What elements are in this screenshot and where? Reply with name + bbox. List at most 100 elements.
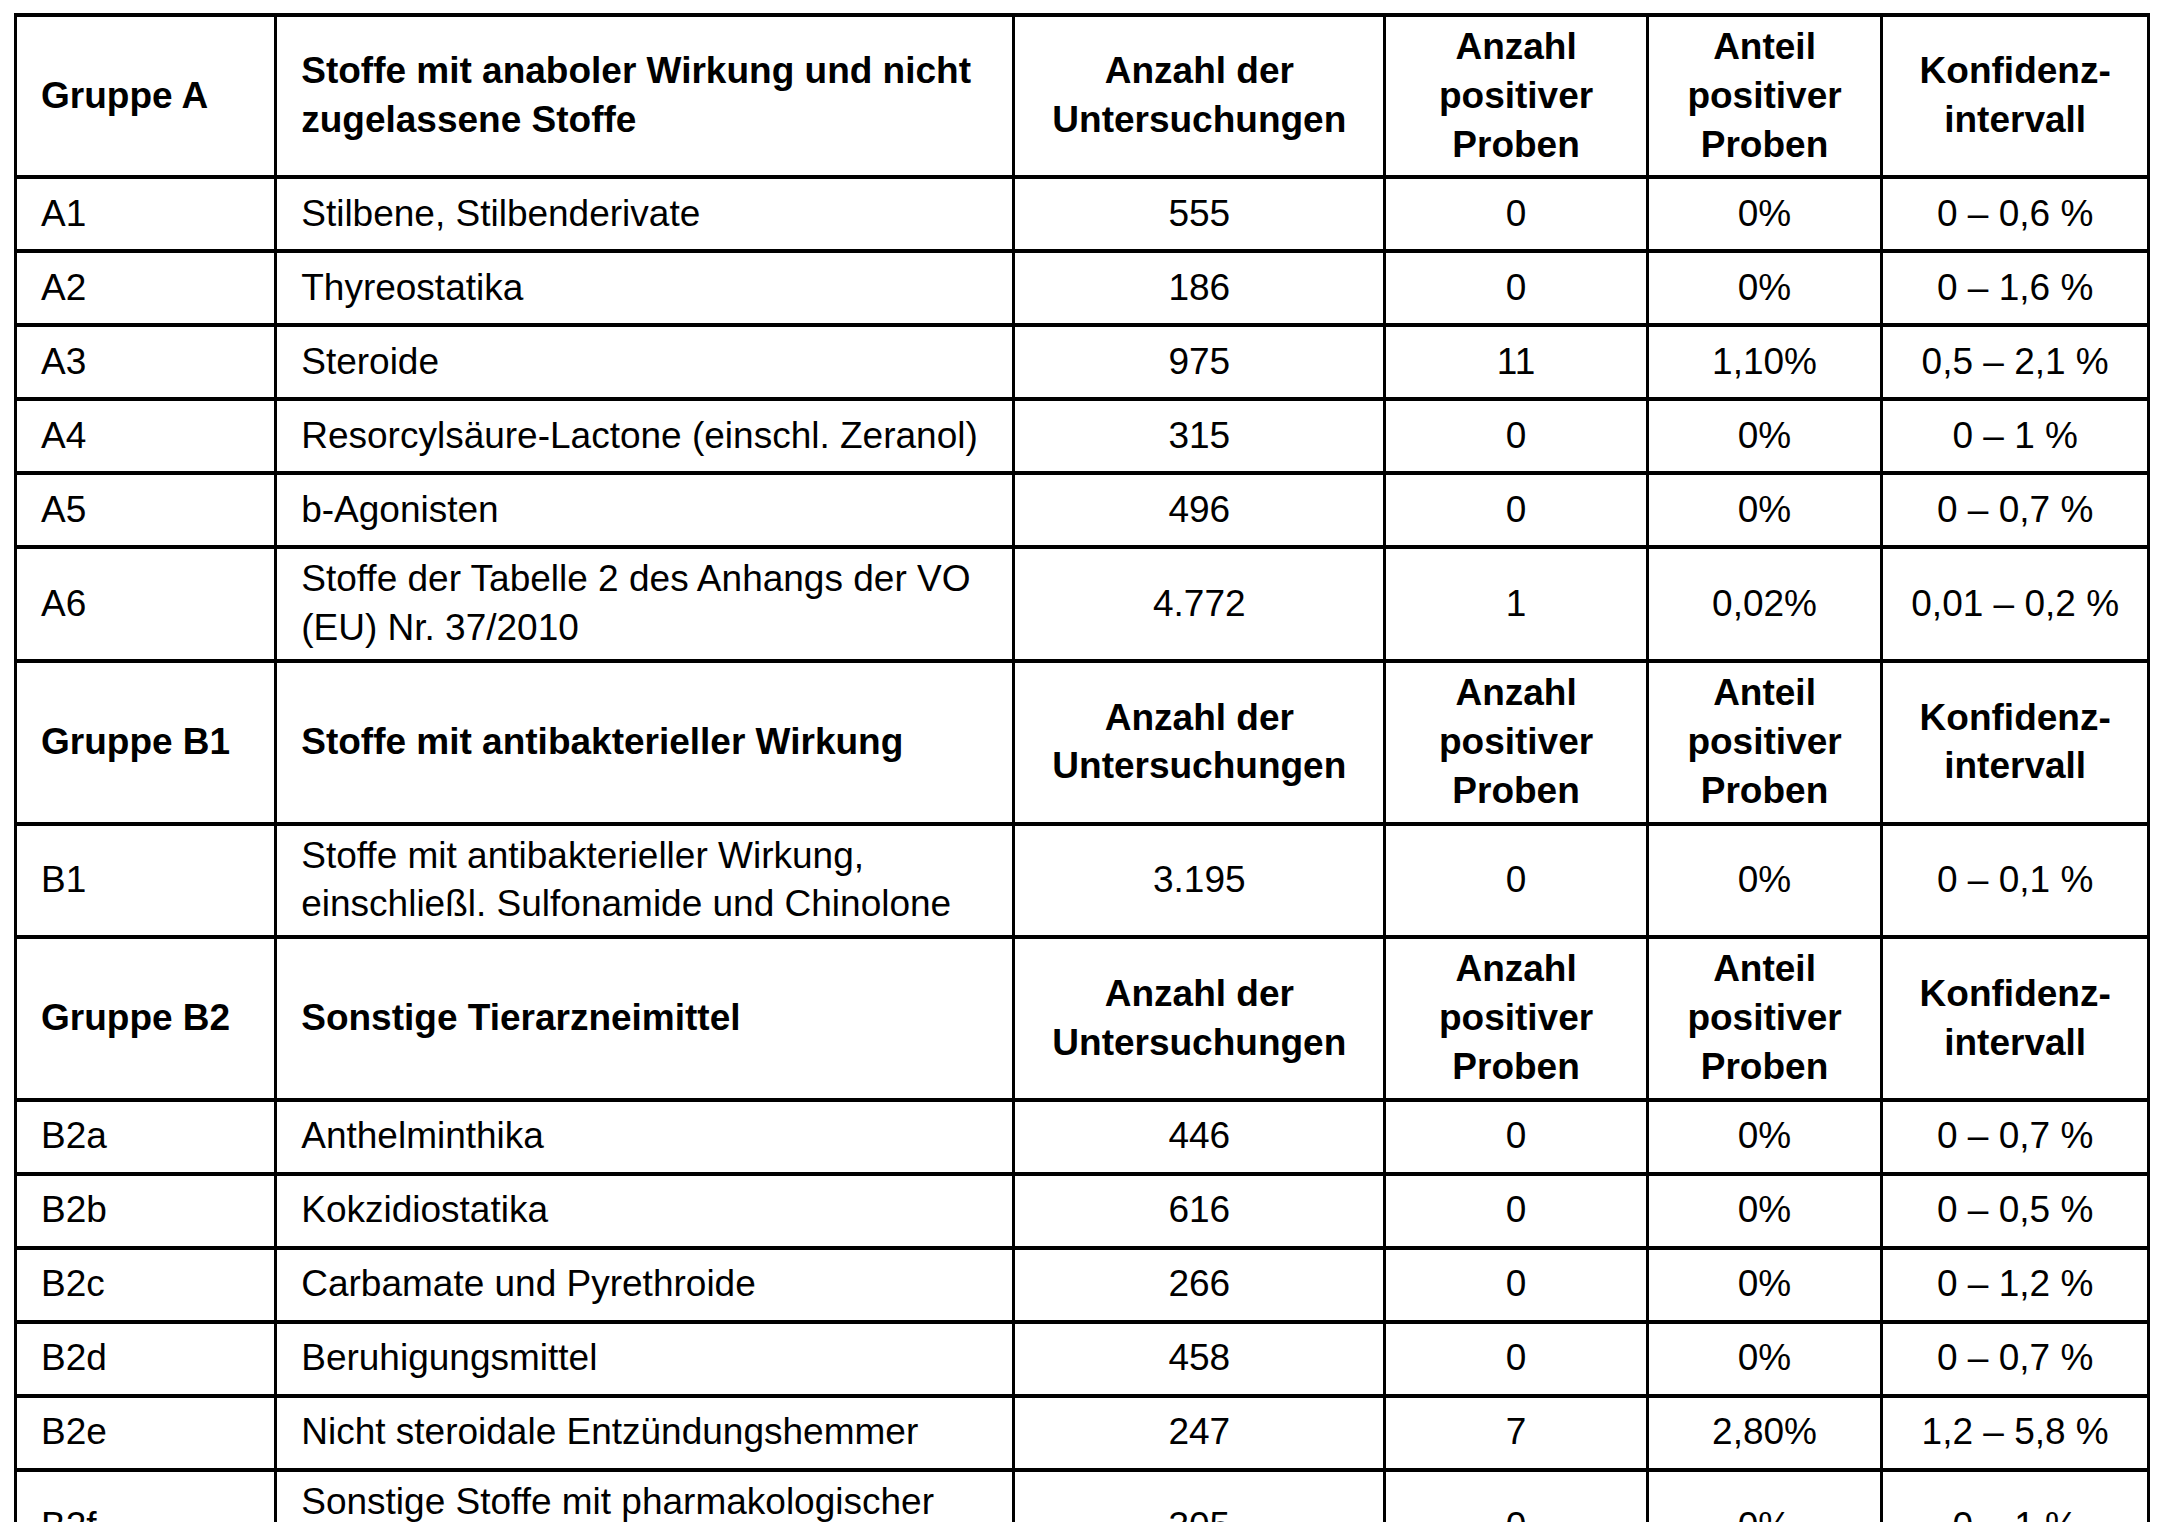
row-code: A1	[16, 177, 276, 251]
row-code: B2c	[16, 1248, 276, 1322]
row-untersuchungen: 496	[1014, 473, 1385, 547]
group-title: Sonstige Tierarzneimittel	[276, 937, 1014, 1099]
row-untersuchungen: 266	[1014, 1248, 1385, 1322]
table-row-b2f: B2f Sonstige Stoffe mit pharmakologische…	[16, 1470, 2149, 1522]
row-positive: 0	[1385, 1322, 1647, 1396]
column-header-positive: Anzahl positiver Proben	[1385, 661, 1647, 823]
column-header-konfidenz: Konfidenz-intervall	[1882, 15, 2149, 177]
group-title: Stoffe mit antibakterieller Wirkung	[276, 661, 1014, 823]
row-substance: Stoffe mit antibakterieller Wirkung, ein…	[276, 824, 1014, 938]
column-header-konfidenz: Konfidenz-intervall	[1882, 661, 2149, 823]
row-code: A5	[16, 473, 276, 547]
row-positive: 11	[1385, 325, 1647, 399]
row-anteil: 0%	[1647, 1322, 1882, 1396]
row-code: B2d	[16, 1322, 276, 1396]
table-row-a3: A3 Steroide 975 11 1,10% 0,5 – 2,1 %	[16, 325, 2149, 399]
row-substance: Stoffe der Tabelle 2 des Anhangs der VO …	[276, 547, 1014, 661]
row-positive: 0	[1385, 177, 1647, 251]
column-header-anteil: Anteil positiver Proben	[1647, 661, 1882, 823]
table-row-a6: A6 Stoffe der Tabelle 2 des Anhangs der …	[16, 547, 2149, 661]
row-substance: b-Agonisten	[276, 473, 1014, 547]
row-konfidenz: 1,2 – 5,8 %	[1882, 1396, 2149, 1470]
group-header-row-b1: Gruppe B1 Stoffe mit antibakterieller Wi…	[16, 661, 2149, 823]
row-substance: Anthelminthika	[276, 1100, 1014, 1174]
row-code: B2b	[16, 1174, 276, 1248]
row-untersuchungen: 186	[1014, 251, 1385, 325]
row-substance: Resorcylsäure-Lactone (einschl. Zeranol)	[276, 399, 1014, 473]
column-header-anteil: Anteil positiver Proben	[1647, 937, 1882, 1099]
group-header-row-b2: Gruppe B2 Sonstige Tierarzneimittel Anza…	[16, 937, 2149, 1099]
row-substance: Thyreostatika	[276, 251, 1014, 325]
column-header-konfidenz: Konfidenz-intervall	[1882, 937, 2149, 1099]
table-row-b2e: B2e Nicht steroidale Entzündungshemmer 2…	[16, 1396, 2149, 1470]
table-row-b2d: B2d Beruhigungsmittel 458 0 0% 0 – 0,7 %	[16, 1322, 2149, 1396]
row-positive: 7	[1385, 1396, 1647, 1470]
row-untersuchungen: 305	[1014, 1470, 1385, 1522]
row-konfidenz: 0 – 0,1 %	[1882, 824, 2149, 938]
table-row-b2b: B2b Kokzidiostatika 616 0 0% 0 – 0,5 %	[16, 1174, 2149, 1248]
row-konfidenz: 0 – 0,5 %	[1882, 1174, 2149, 1248]
group-header-row-a: Gruppe A Stoffe mit anaboler Wirkung und…	[16, 15, 2149, 177]
row-konfidenz: 0 – 1 %	[1882, 1470, 2149, 1522]
row-untersuchungen: 446	[1014, 1100, 1385, 1174]
table-row-b2a: B2a Anthelminthika 446 0 0% 0 – 0,7 %	[16, 1100, 2149, 1174]
row-code: B2e	[16, 1396, 276, 1470]
row-substance: Beruhigungsmittel	[276, 1322, 1014, 1396]
row-konfidenz: 0 – 0,7 %	[1882, 1322, 2149, 1396]
row-substance: Carbamate und Pyrethroide	[276, 1248, 1014, 1322]
row-anteil: 0%	[1647, 824, 1882, 938]
row-substance: Stilbene, Stilbenderivate	[276, 177, 1014, 251]
row-untersuchungen: 247	[1014, 1396, 1385, 1470]
group-label: Gruppe A	[16, 15, 276, 177]
row-positive: 0	[1385, 399, 1647, 473]
row-untersuchungen: 555	[1014, 177, 1385, 251]
row-positive: 0	[1385, 473, 1647, 547]
row-positive: 0	[1385, 824, 1647, 938]
row-substance: Kokzidiostatika	[276, 1174, 1014, 1248]
row-anteil: 0%	[1647, 177, 1882, 251]
row-code: B2a	[16, 1100, 276, 1174]
column-header-anteil: Anteil positiver Proben	[1647, 15, 1882, 177]
table-row-b1: B1 Stoffe mit antibakterieller Wirkung, …	[16, 824, 2149, 938]
residue-monitoring-table: Gruppe A Stoffe mit anaboler Wirkung und…	[14, 13, 2150, 1522]
row-anteil: 0%	[1647, 399, 1882, 473]
row-konfidenz: 0,01 – 0,2 %	[1882, 547, 2149, 661]
row-anteil: 0%	[1647, 1248, 1882, 1322]
row-anteil: 2,80%	[1647, 1396, 1882, 1470]
group-title: Stoffe mit anaboler Wirkung und nicht zu…	[276, 15, 1014, 177]
row-code: A4	[16, 399, 276, 473]
row-konfidenz: 0 – 1 %	[1882, 399, 2149, 473]
row-positive: 0	[1385, 1174, 1647, 1248]
row-positive: 0	[1385, 1470, 1647, 1522]
column-header-positive: Anzahl positiver Proben	[1385, 15, 1647, 177]
row-untersuchungen: 616	[1014, 1174, 1385, 1248]
column-header-untersuchungen: Anzahl der Untersuchungen	[1014, 15, 1385, 177]
row-code: A6	[16, 547, 276, 661]
row-positive: 1	[1385, 547, 1647, 661]
row-anteil: 1,10%	[1647, 325, 1882, 399]
row-konfidenz: 0 – 0,7 %	[1882, 1100, 2149, 1174]
row-untersuchungen: 4.772	[1014, 547, 1385, 661]
row-anteil: 0%	[1647, 251, 1882, 325]
table-row-a1: A1 Stilbene, Stilbenderivate 555 0 0% 0 …	[16, 177, 2149, 251]
table-row-b2c: B2c Carbamate und Pyrethroide 266 0 0% 0…	[16, 1248, 2149, 1322]
table-row-a4: A4 Resorcylsäure-Lactone (einschl. Zeran…	[16, 399, 2149, 473]
row-substance: Steroide	[276, 325, 1014, 399]
row-positive: 0	[1385, 251, 1647, 325]
row-konfidenz: 0 – 0,6 %	[1882, 177, 2149, 251]
row-untersuchungen: 315	[1014, 399, 1385, 473]
table-row-a5: A5 b-Agonisten 496 0 0% 0 – 0,7 %	[16, 473, 2149, 547]
column-header-untersuchungen: Anzahl der Untersuchungen	[1014, 661, 1385, 823]
row-anteil: 0%	[1647, 1100, 1882, 1174]
row-konfidenz: 0 – 0,7 %	[1882, 473, 2149, 547]
row-untersuchungen: 3.195	[1014, 824, 1385, 938]
row-anteil: 0%	[1647, 1174, 1882, 1248]
row-konfidenz: 0 – 1,6 %	[1882, 251, 2149, 325]
column-header-positive: Anzahl positiver Proben	[1385, 937, 1647, 1099]
group-label: Gruppe B1	[16, 661, 276, 823]
row-anteil: 0%	[1647, 473, 1882, 547]
row-code: B1	[16, 824, 276, 938]
row-anteil: 0,02%	[1647, 547, 1882, 661]
row-untersuchungen: 975	[1014, 325, 1385, 399]
row-code: A2	[16, 251, 276, 325]
